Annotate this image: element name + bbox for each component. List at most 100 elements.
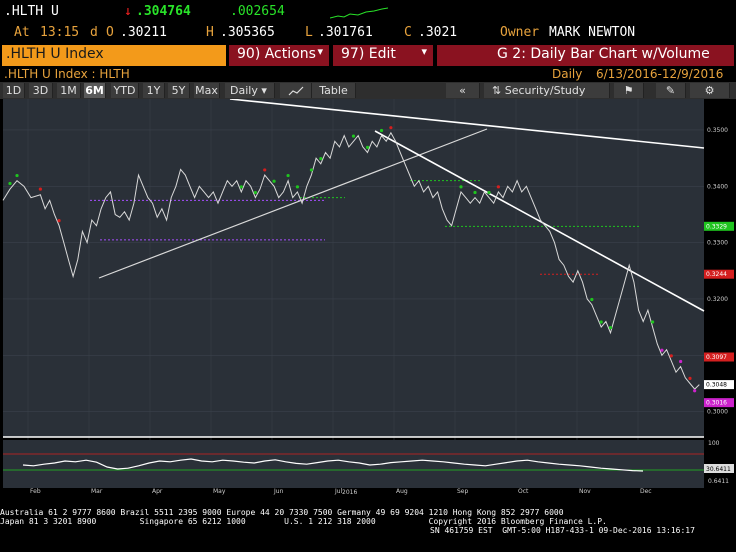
count-mark bbox=[351, 134, 356, 138]
security-study-label: Security/Study bbox=[504, 84, 586, 97]
x-axis: Feb Mar Apr May Jun Jul Aug Sep Oct Nov Dec bbox=[30, 488, 652, 495]
high-label: H bbox=[206, 25, 214, 40]
x-tick-label: Dec bbox=[640, 488, 652, 495]
count-mark bbox=[319, 157, 323, 161]
count-mark bbox=[688, 376, 692, 380]
period-ytd[interactable]: YTD bbox=[111, 83, 139, 98]
period-1d[interactable]: 1D bbox=[3, 83, 25, 98]
sequential-counts bbox=[8, 126, 697, 393]
period-5y[interactable]: 5Y bbox=[168, 83, 190, 98]
footer-line-3: SN 461759 EST GMT-5:00 H187-433-1 09-Dec… bbox=[430, 526, 695, 535]
short-downtrend-line[interactable] bbox=[374, 130, 705, 312]
flag-icon[interactable]: ⚑ bbox=[614, 83, 644, 98]
actions-menu[interactable]: 90) Actions ▾ bbox=[229, 45, 329, 66]
open-value: .30211 bbox=[120, 25, 167, 40]
price-tag bbox=[704, 221, 734, 231]
osc-level-label: 30.6411 bbox=[706, 466, 731, 473]
ticker[interactable]: .HLTH U bbox=[4, 4, 59, 19]
osc-upper-label: 100 bbox=[708, 440, 720, 447]
count-mark bbox=[590, 297, 594, 302]
frequency-select[interactable]: Daily ▾ bbox=[225, 83, 275, 98]
owner-name: MARK NEWTON bbox=[549, 25, 636, 40]
x-tick-label: Nov bbox=[579, 488, 591, 495]
close-label: C bbox=[404, 25, 412, 40]
low-label: L bbox=[305, 25, 313, 40]
trendline-tool-icon[interactable] bbox=[280, 83, 312, 98]
support-levels bbox=[90, 180, 640, 275]
period-6m[interactable]: 6M bbox=[84, 83, 106, 98]
price-tag bbox=[704, 380, 734, 390]
uptrend-line[interactable] bbox=[98, 128, 488, 279]
footer-line-2: Japan 81 3 3201 8900 Singapore 65 6212 1… bbox=[0, 517, 607, 526]
price-tag bbox=[704, 398, 734, 408]
y-tick-label: 0.3400 bbox=[707, 183, 728, 190]
x-tick-label: Jul bbox=[334, 488, 343, 495]
period-max[interactable]: Max bbox=[194, 83, 220, 98]
period-3d[interactable]: 3D bbox=[29, 83, 53, 98]
open-label: O bbox=[106, 25, 114, 40]
period-1y[interactable]: 1Y bbox=[143, 83, 165, 98]
count-mark bbox=[608, 326, 613, 330]
price-tag-label: 0.3244 bbox=[706, 271, 727, 278]
price-tags: 0.3329 0.3244 0.3097 0.3048 0.3016 bbox=[704, 221, 734, 408]
chevron-down-icon: ▾ bbox=[317, 45, 323, 58]
count-mark bbox=[15, 173, 19, 178]
last-price: .304764 bbox=[136, 4, 191, 19]
count-mark bbox=[239, 185, 243, 189]
price-tag-label: 0.3048 bbox=[706, 382, 727, 389]
count-mark bbox=[379, 128, 384, 133]
footer-line-1: Australia 61 2 9777 8600 Brazil 5511 239… bbox=[0, 508, 564, 517]
d-label: d bbox=[90, 25, 98, 40]
x-tick-label: Oct bbox=[518, 488, 529, 495]
count-mark bbox=[286, 173, 290, 178]
count-mark bbox=[295, 185, 300, 189]
period-1m[interactable]: 1M bbox=[57, 83, 81, 98]
x-tick-label: Aug bbox=[396, 488, 408, 495]
chevron-down-icon: ▾ bbox=[421, 45, 427, 58]
edit-menu[interactable]: 97) Edit ▾ bbox=[333, 45, 433, 66]
table-button[interactable]: Table bbox=[312, 83, 356, 98]
legend-toggle-icon: ⇅ bbox=[492, 84, 502, 97]
count-mark bbox=[473, 190, 477, 195]
security-tab[interactable]: .HLTH U Index bbox=[2, 45, 226, 66]
long-downtrend-line[interactable] bbox=[229, 99, 705, 149]
price-tag-label: 0.3097 bbox=[706, 354, 727, 361]
oscillator-series bbox=[22, 458, 644, 472]
count-mark bbox=[487, 190, 491, 195]
price-tag-label: 0.3016 bbox=[706, 400, 727, 407]
high-value: .305365 bbox=[220, 25, 275, 40]
count-mark bbox=[660, 348, 664, 352]
count-mark bbox=[365, 145, 370, 149]
osc-level-tag bbox=[704, 464, 734, 473]
collapse-left-icon[interactable]: « bbox=[446, 83, 480, 98]
x-tick-label: May bbox=[213, 488, 226, 495]
chart-controls: 1D 3D 1M 6M YTD 1Y 5Y Max Daily ▾ Table … bbox=[0, 82, 736, 99]
owner-label: Owner bbox=[500, 25, 540, 40]
y-tick-label: 0.3200 bbox=[707, 296, 728, 303]
close-value: .3021 bbox=[418, 25, 458, 40]
chart-info-bar: .HLTH U Index : HLTH Daily 6/13/2016-12/… bbox=[0, 67, 736, 82]
settings-gear-icon[interactable]: ⚙ bbox=[690, 83, 730, 98]
price-tag bbox=[704, 269, 734, 279]
price-tag bbox=[704, 352, 734, 362]
count-mark bbox=[272, 179, 276, 183]
date-range: 6/13/2016-12/9/2016 bbox=[596, 67, 724, 81]
quote-bar: .HLTH U ↓ .304764 .002654 bbox=[0, 4, 736, 24]
actions-label: 90) Actions bbox=[237, 46, 316, 62]
grid bbox=[3, 99, 704, 488]
x-tick-label: Apr bbox=[152, 488, 163, 495]
count-mark bbox=[496, 185, 500, 189]
at-label: At bbox=[14, 25, 30, 40]
count-mark bbox=[693, 389, 697, 393]
count-mark bbox=[253, 190, 257, 195]
x-tick-label: Mar bbox=[91, 488, 103, 495]
security-study-button[interactable]: ⇅ Security/Study bbox=[484, 83, 610, 98]
chart-title-tab[interactable]: G 2: Daily Bar Chart w/Volume bbox=[437, 45, 734, 66]
toolbar: .HLTH U Index 90) Actions ▾ 97) Edit ▾ G… bbox=[0, 45, 736, 67]
x-tick-label: Sep bbox=[457, 488, 469, 495]
edit-icon[interactable]: ✎ bbox=[656, 83, 686, 98]
count-mark bbox=[8, 181, 12, 186]
y-tick-label: 0.3000 bbox=[707, 409, 728, 416]
period-label: Daily bbox=[552, 67, 583, 81]
